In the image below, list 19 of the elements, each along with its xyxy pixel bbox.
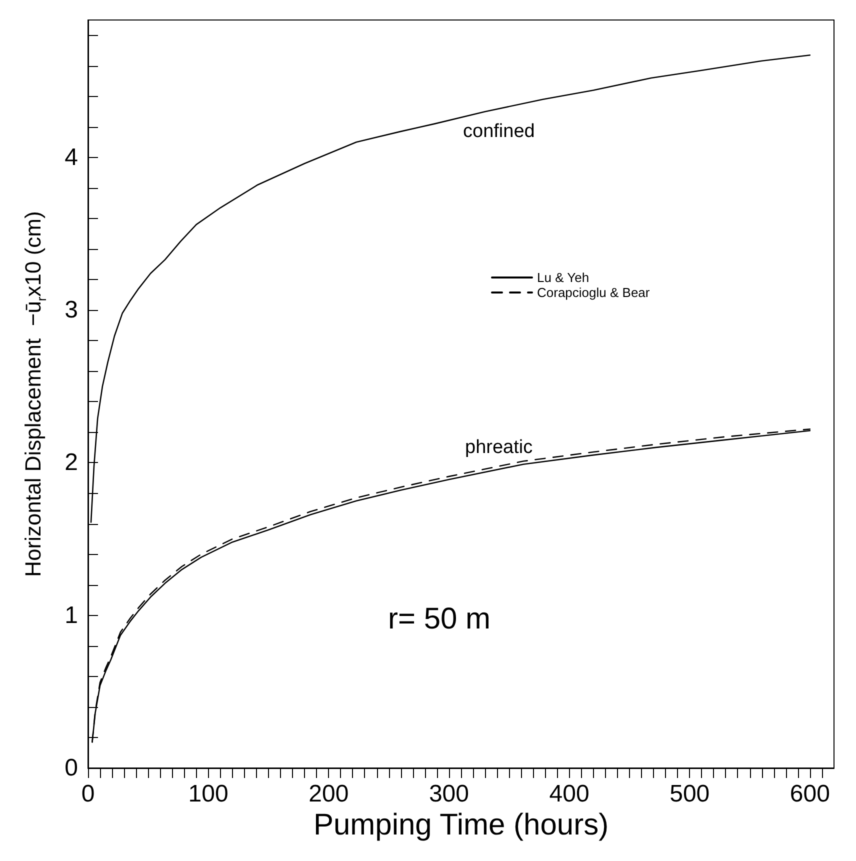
x-tick-label: 0 [81,780,95,808]
y-tick-label: 1 [64,602,78,629]
x-tick-label: 200 [308,780,349,808]
x-tick-label: 300 [428,780,469,808]
annotation: confined [463,121,535,142]
x-tick-label: 600 [790,780,830,808]
x-axis-title: Pumping Time (hours) [313,808,609,842]
x-tick-label: 100 [188,780,228,808]
y-tick-label: 2 [64,449,78,476]
y-tick-label: 3 [64,296,78,324]
annotation: r= 50 m [388,602,491,636]
y-tick-label: 4 [64,144,78,171]
legend-label: Corapcioglu & Bear [537,285,650,300]
x-tick-label: 500 [670,780,710,808]
legend-label: Lu & Yeh [537,270,590,285]
y-tick-label: 0 [64,754,78,782]
annotation: phreatic [465,437,533,458]
y-axis-title: Horizontal Displacement −ūrx10 (cm) [20,211,49,577]
x-tick-label: 400 [549,780,590,808]
